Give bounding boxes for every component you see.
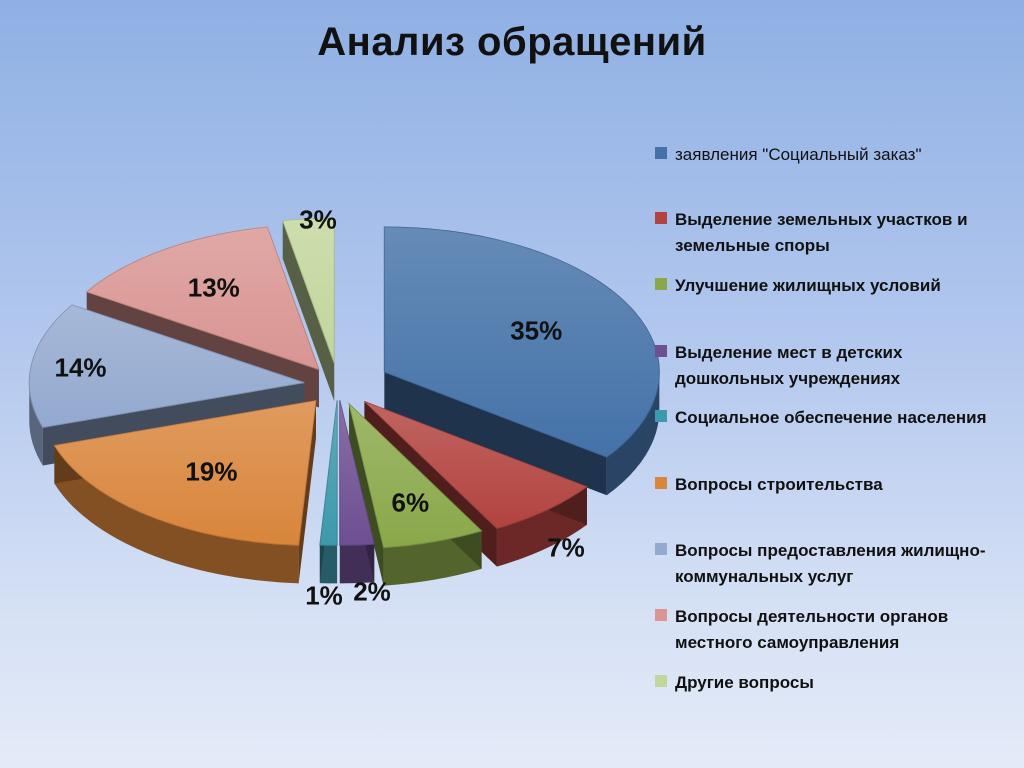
data-label: 2% [353,576,391,607]
pie-slice-shine [29,304,305,428]
pie-slice-shine [86,227,319,370]
pie-slice-cut [349,403,384,586]
pie-slice-side [339,544,375,584]
pie-slice-cut [384,372,607,496]
legend-label: Социальное обеспечение населения [675,408,987,427]
pie-slice-shine [364,401,587,529]
legend-swatch [655,345,667,357]
pie-slice-shine [319,400,338,546]
legend-swatch [655,675,667,687]
legend-swatch [655,609,667,621]
legend-swatch [655,212,667,224]
legend-swatch [655,147,667,159]
pie-slice-cut [282,220,335,402]
pie-slice-side [319,545,338,584]
legend-swatch [655,278,667,290]
legend-label: Вопросы строительства [675,475,883,494]
pie-slice-side [606,372,660,496]
data-label: 6% [391,487,430,518]
pie-slice-shine [339,400,375,546]
legend-label: заявления "Социальный заказ" [675,145,922,164]
legend-item: Выделение земельных участков и земельные… [655,207,1015,259]
pie-slice-shine [282,218,335,364]
legend-item: Другие вопросы [655,670,1015,696]
legend-item: Улучшение жилищных условий [655,273,1015,299]
data-label: 13% [187,272,240,303]
legend-swatch [655,477,667,489]
pie-tops [28,217,660,549]
data-label: 7% [547,532,585,563]
legend-item: Вопросы предоставления жилищно-коммуналь… [655,538,1015,590]
legend-label: Другие вопросы [675,673,814,692]
legend-item: Социальное обеспечение населения [655,405,1015,431]
legend-swatch [655,543,667,555]
legend-item: Вопросы деятельности органов местного са… [655,604,1015,656]
legend-item: Вопросы строительства [655,472,1015,498]
legend-item: Выделение мест в детских дошкольных учре… [655,340,1015,392]
chart-title: Анализ обращений [317,20,707,64]
legend-label: Выделение мест в детских дошкольных учре… [675,343,903,388]
data-label: 3% [299,204,337,235]
pie-slice-shine [54,400,316,546]
legend-label: Вопросы деятельности органов местного са… [675,607,949,652]
legend-swatch [655,410,667,422]
data-label: 19% [185,456,238,487]
legend-item: заявления "Социальный заказ" [655,142,1015,168]
pie-slice-shine [349,403,482,548]
legend-label: Вопросы предоставления жилищно-коммуналь… [675,541,986,586]
data-label: 1% [305,580,343,611]
data-label: 14% [54,352,107,383]
pie-slice-side [54,445,299,584]
pie-slice-side [29,382,43,466]
data-label: 35% [510,315,563,346]
pie-slice-cut [298,400,316,584]
pie-slice-shine [384,227,660,458]
legend-label: Выделение земельных участков и земельные… [675,210,968,255]
legend-label: Улучшение жилищных условий [675,276,941,295]
